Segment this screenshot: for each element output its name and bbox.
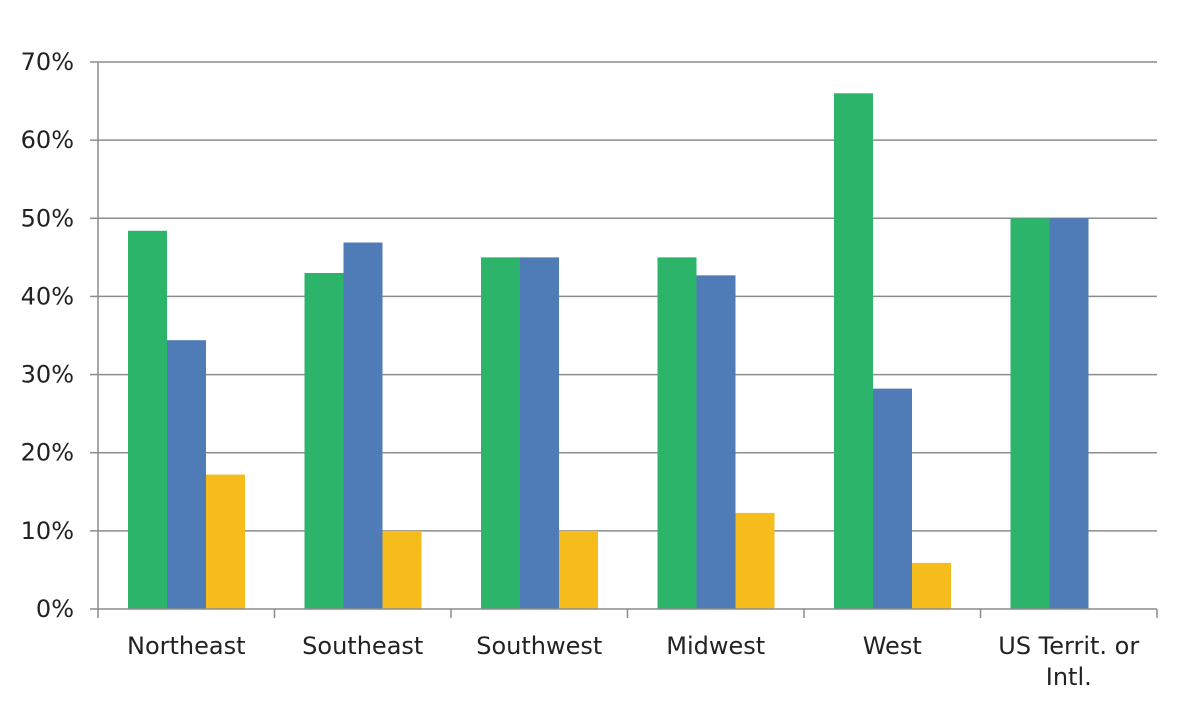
bar (1010, 218, 1050, 610)
axes (90, 61, 1158, 618)
bar (657, 257, 697, 609)
y-tick-label: 0% (36, 595, 74, 623)
bar (559, 530, 598, 609)
bar (382, 530, 422, 609)
y-tick-label: 70% (21, 48, 74, 76)
y-tick-label: 40% (21, 282, 74, 310)
bar (128, 230, 167, 609)
x-category-label: Midwest (666, 632, 765, 660)
bar (912, 562, 951, 609)
bar (304, 272, 344, 609)
bars (128, 93, 1089, 610)
x-category-label: Northeast (127, 632, 246, 660)
x-category-label: US Territ. or Intl. (998, 632, 1139, 691)
bar (167, 340, 206, 609)
x-category-label: Southwest (476, 632, 602, 660)
y-tick-label: 30% (21, 361, 74, 389)
bar (206, 474, 245, 609)
gridlines (98, 61, 1157, 532)
x-category-labels: Northeast Southeast Southwest Midwest West US… (127, 632, 1139, 691)
y-tick-label: 60% (21, 126, 74, 154)
bar (873, 388, 912, 609)
bar (735, 512, 775, 609)
y-tick-label: 50% (21, 204, 74, 232)
bar (481, 257, 520, 609)
x-category-label: Southeast (302, 632, 423, 660)
x-category-label: West (863, 632, 922, 660)
bar (696, 275, 736, 609)
y-tick-label: 10% (21, 517, 74, 545)
bar (1049, 218, 1089, 610)
bar (520, 257, 559, 609)
bar (343, 242, 383, 609)
y-tick-labels: 0% 10% 20% 30% 40% 50% 60% 70% (21, 48, 74, 623)
y-tick-label: 20% (21, 439, 74, 467)
bar (834, 93, 873, 609)
